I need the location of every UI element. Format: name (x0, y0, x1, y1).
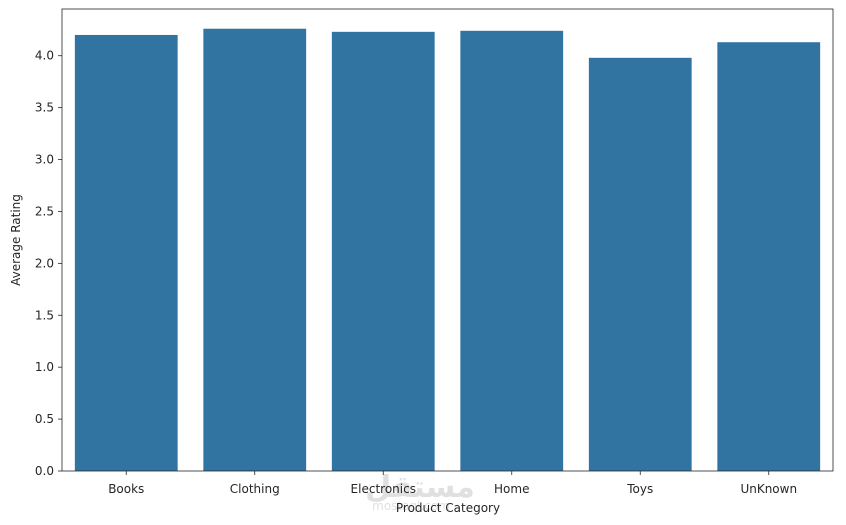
x-tick-label: Electronics (351, 482, 416, 496)
plot-frame (61, 8, 834, 472)
y-tick-label: 3.5 (35, 101, 54, 115)
bar-books (74, 34, 178, 472)
bar-toys (588, 57, 692, 472)
watermark-sub-text: mostaql.com (372, 499, 450, 513)
y-ticks-group: 0.0 0.5 1.0 1.5 2.0 2.5 3.0 3.5 4.0 (35, 49, 62, 478)
x-tick-label: Clothing (230, 482, 280, 496)
bar-unknown (717, 42, 821, 471)
watermark-logo: مستقل mostaql.com (365, 470, 475, 513)
y-tick-label: 2.0 (35, 256, 54, 270)
y-tick-label: 1.5 (35, 308, 54, 322)
bar-home (460, 30, 564, 472)
bar-clothing (203, 28, 307, 471)
watermark-logo-text: مستقل (365, 470, 475, 505)
x-ticks-group: Books Clothing Electronics Home Toys UnKnown (108, 471, 797, 496)
bars-group (74, 28, 821, 472)
y-tick-label: 1.0 (35, 360, 54, 374)
x-axis-label: Product Category (396, 501, 500, 515)
x-tick-label: Home (494, 482, 529, 496)
x-tick-label: UnKnown (740, 482, 797, 496)
y-tick-label: 0.5 (35, 412, 54, 426)
y-tick-label: 4.0 (35, 49, 54, 63)
x-tick-label: Toys (626, 482, 653, 496)
y-tick-label: 2.5 (35, 204, 54, 218)
y-axis-label: Average Rating (9, 194, 23, 286)
x-tick-label: Books (108, 482, 144, 496)
y-tick-label: 3.0 (35, 153, 54, 167)
axes-group (61, 8, 834, 472)
y-tick-label: 0.0 (35, 464, 54, 478)
bar-electronics (331, 31, 435, 472)
